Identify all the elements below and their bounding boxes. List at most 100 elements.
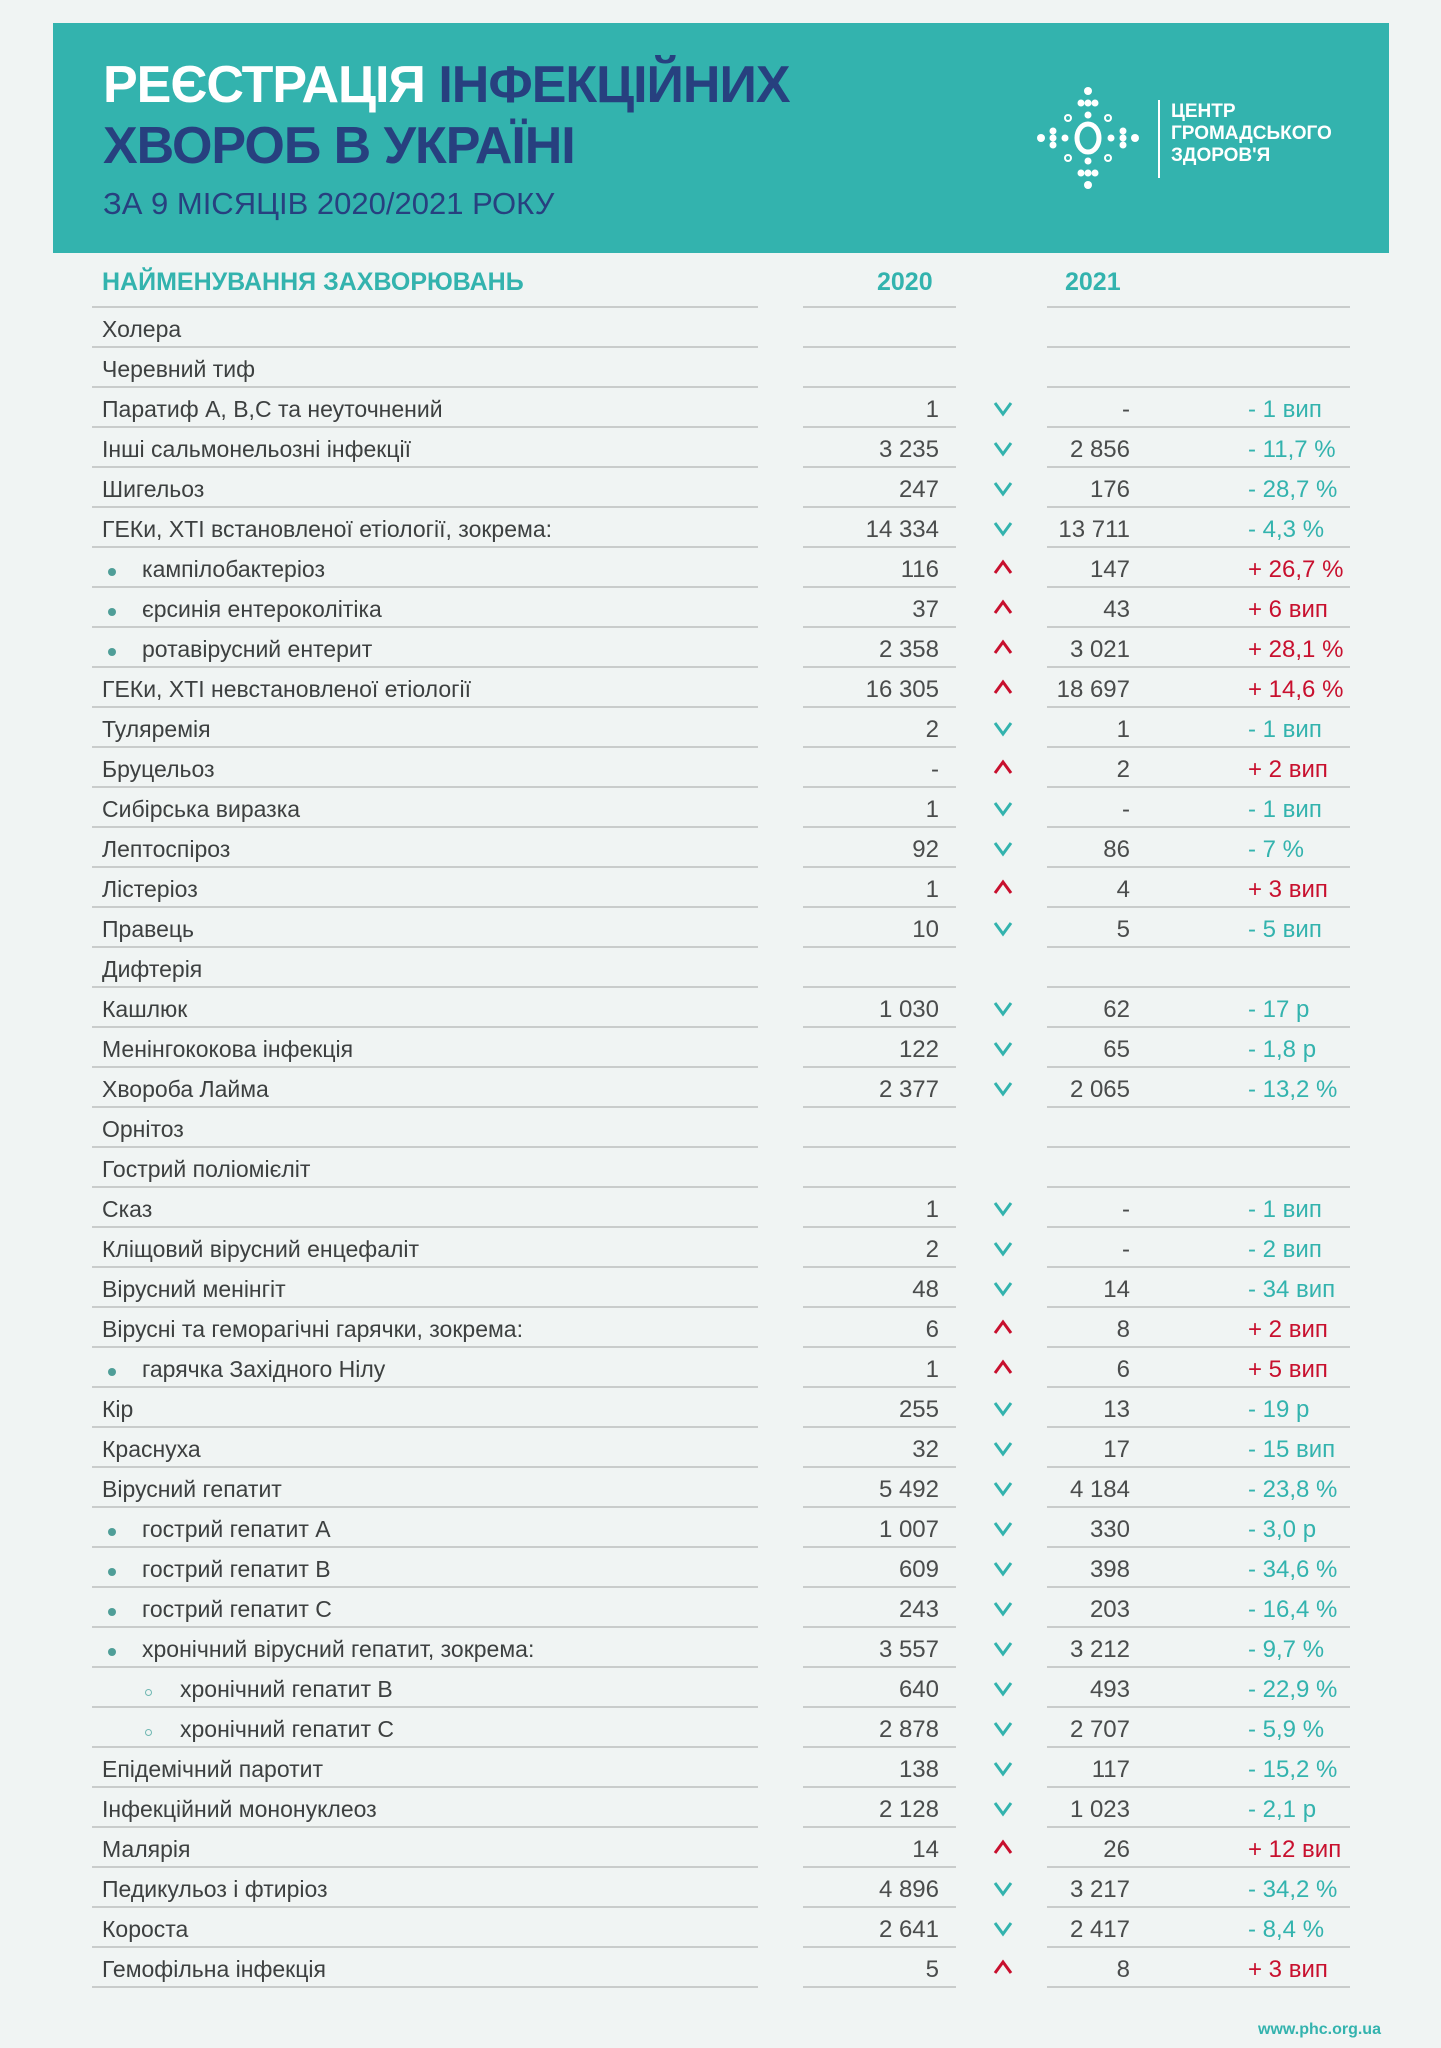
divider <box>92 506 758 508</box>
arrow-down-icon <box>993 1522 1013 1537</box>
divider <box>92 706 758 708</box>
footer-url[interactable]: www.phc.org.ua <box>1258 2021 1381 2038</box>
table-row: Бруцельоз - 2 + 2 вип <box>0 748 1441 788</box>
table-row: Лептоспіроз 92 86 - 7 % <box>0 828 1441 868</box>
value-2020: 1 <box>925 1196 939 1223</box>
arrow-down-icon <box>993 1242 1013 1257</box>
disease-name: Паратиф А, В,С та неуточнений <box>102 396 443 422</box>
divider <box>1047 1346 1350 1348</box>
value-2021: 43 <box>1103 596 1130 623</box>
value-2020: 2 <box>925 1236 939 1263</box>
change-value: - 5,9 % <box>1248 1716 1325 1743</box>
table-row: хронічний вірусний гепатит, зокрема: 3 55… <box>0 1628 1441 1668</box>
disease-name: Бруцельоз <box>102 756 215 782</box>
value-2020: 2 641 <box>878 1916 939 1943</box>
divider <box>803 946 956 948</box>
divider <box>1047 786 1350 788</box>
divider <box>803 1386 956 1388</box>
divider <box>803 426 956 428</box>
divider <box>1047 1426 1350 1428</box>
value-2020: 1 030 <box>878 996 939 1023</box>
value-2020: 2 878 <box>878 1716 939 1743</box>
divider <box>803 1146 956 1148</box>
change-value: - 1,8 р <box>1248 1036 1317 1063</box>
change-value: - 16,4 % <box>1248 1596 1338 1623</box>
table-row: Сказ 1 - - 1 вип <box>0 1188 1441 1228</box>
table-row: Кашлюк 1 030 62 - 17 р <box>0 988 1441 1028</box>
value-2021: 8 <box>1116 1316 1130 1343</box>
table-row: гострий гепатит С 243 203 - 16,4 % <box>0 1588 1441 1628</box>
table-row: Кір 255 13 - 19 р <box>0 1388 1441 1428</box>
arrow-down-icon <box>993 1922 1013 1937</box>
table-row: ГЕКи, ХТІ встановленої етіології, зокрем… <box>0 508 1441 548</box>
divider <box>92 1786 758 1788</box>
table-row: Паратиф А, В,С та неуточнений 1 - - 1 вип <box>0 388 1441 428</box>
table-row: кампілобактеріоз 116 147 + 26,7 % <box>0 548 1441 588</box>
value-2021: 17 <box>1103 1436 1130 1463</box>
change-value: + 3 вип <box>1248 876 1328 903</box>
arrow-down-icon <box>993 1882 1013 1897</box>
divider <box>92 1106 758 1108</box>
disease-name: Короста <box>102 1916 189 1942</box>
arrow-up-icon <box>993 1839 1013 1854</box>
value-2020: 16 305 <box>865 676 939 703</box>
disease-name: Сказ <box>102 1196 153 1222</box>
arrow-down-icon <box>993 442 1013 457</box>
divider <box>92 466 758 468</box>
change-value: - 7 % <box>1248 836 1305 863</box>
table-row: Лістеріоз 1 4 + 3 вип <box>0 868 1441 908</box>
table-row: Краснуха 32 17 - 15 вип <box>0 1428 1441 1468</box>
change-value: - 19 р <box>1248 1396 1310 1423</box>
value-2020: 1 <box>925 396 939 423</box>
table-row: гострий гепатит В 609 398 - 34,6 % <box>0 1548 1441 1588</box>
value-2021: 5 <box>1116 916 1130 943</box>
disease-name: Краснуха <box>102 1436 201 1462</box>
change-value: - 4,3 % <box>1248 516 1325 543</box>
divider <box>92 826 758 828</box>
divider <box>803 1706 956 1708</box>
change-value: - 15 вип <box>1248 1436 1336 1463</box>
table-row: Гострий поліомієліт <box>0 1148 1441 1188</box>
arrow-down-icon <box>993 1602 1013 1617</box>
arrow-up-icon <box>993 559 1013 574</box>
divider <box>803 1786 956 1788</box>
table-row: Короста 2 641 2 417 - 8,4 % <box>0 1908 1441 1948</box>
disease-name: Гемофільна інфекція <box>102 1956 326 1982</box>
divider <box>803 466 956 468</box>
change-value: + 2 вип <box>1248 756 1328 783</box>
divider <box>803 1186 956 1188</box>
arrow-down-icon <box>993 922 1013 937</box>
divider <box>803 1746 956 1748</box>
change-value: - 5 вип <box>1248 916 1322 943</box>
divider <box>1047 1146 1350 1148</box>
value-2020: 2 <box>925 716 939 743</box>
change-value: - 23,8 % <box>1248 1476 1338 1503</box>
table-row: Вірусні та геморагічні гарячки, зокрема:… <box>0 1308 1441 1348</box>
value-2020: 37 <box>912 596 939 623</box>
change-value: + 3 вип <box>1248 1956 1328 1983</box>
disease-name: Орнітоз <box>102 1116 184 1142</box>
value-2021: 2 707 <box>1069 1716 1130 1743</box>
disease-name: Сибірська виразка <box>102 796 301 822</box>
divider <box>92 746 758 748</box>
change-value: - 11,7 % <box>1248 436 1336 463</box>
divider <box>1047 1266 1350 1268</box>
arrow-down-icon <box>993 1682 1013 1697</box>
arrow-down-icon <box>993 1802 1013 1817</box>
disease-name: ГЕКи, ХТІ невстановленої етіології <box>102 676 471 702</box>
divider <box>803 1226 956 1228</box>
change-value: - 9,7 % <box>1248 1636 1325 1663</box>
disease-name: ротавірусний ентерит <box>142 636 373 662</box>
table-row: Правець 10 5 - 5 вип <box>0 908 1441 948</box>
value-2021: 13 <box>1103 1396 1130 1423</box>
divider <box>803 786 956 788</box>
divider <box>803 906 956 908</box>
arrow-down-icon <box>993 1722 1013 1737</box>
value-2020: 640 <box>898 1676 939 1703</box>
divider <box>92 1706 758 1708</box>
table-row: Туляремія 2 1 - 1 вип <box>0 708 1441 748</box>
divider <box>803 1466 956 1468</box>
divider <box>1047 1546 1350 1548</box>
table-row: Педикульоз і фтиріоз 4 896 3 217 - 34,2 % <box>0 1868 1441 1908</box>
divider <box>92 1506 758 1508</box>
